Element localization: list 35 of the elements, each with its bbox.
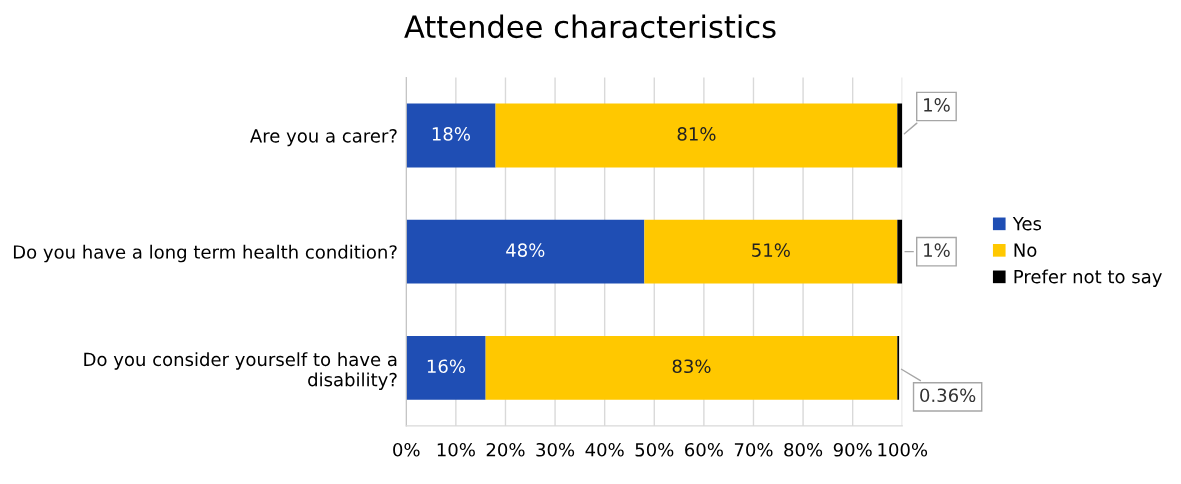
x-tick-label: 70% xyxy=(734,442,773,457)
bar xyxy=(897,219,903,284)
data-label: 1% xyxy=(924,98,950,112)
x-tick-label: 60% xyxy=(685,442,723,457)
y-tick-label: Do you consider yourself to have a disability? xyxy=(84,352,397,390)
x-tick-label: 30% xyxy=(536,442,575,457)
bar xyxy=(897,103,903,168)
x-tick-label: 40% xyxy=(585,442,624,457)
data-label: 83% xyxy=(672,359,711,374)
y-tick-label: Are you a carer? xyxy=(250,128,397,147)
data-label: 1% xyxy=(924,243,950,257)
chart-title: Attendee characteristics xyxy=(404,14,776,39)
x-tick-label: 90% xyxy=(833,442,872,457)
bar xyxy=(485,335,898,400)
data-label: 48% xyxy=(506,243,545,257)
bar xyxy=(644,219,898,284)
bar xyxy=(495,103,898,168)
x-tick-label: 0% xyxy=(393,442,420,457)
data-label: 16% xyxy=(427,359,466,374)
legend-label: Prefer not to say xyxy=(1014,269,1162,287)
x-tick-label: 50% xyxy=(635,442,674,457)
legend-label: No xyxy=(1014,243,1037,257)
x-tick-label: 80% xyxy=(784,442,823,457)
data-label: 0.36% xyxy=(920,388,976,403)
data-label: 18% xyxy=(432,127,470,141)
bar xyxy=(406,219,645,284)
x-tick-label: 100% xyxy=(878,442,928,457)
x-tick-label: 20% xyxy=(486,442,525,457)
bar xyxy=(406,335,486,400)
legend-label: Yes xyxy=(1012,217,1042,231)
data-label: 81% xyxy=(677,127,716,141)
bar xyxy=(406,103,496,168)
x-tick-label: 10% xyxy=(437,442,475,457)
data-label: 51% xyxy=(752,243,790,257)
y-tick-label: Do you have a long term health condition? xyxy=(13,244,397,263)
